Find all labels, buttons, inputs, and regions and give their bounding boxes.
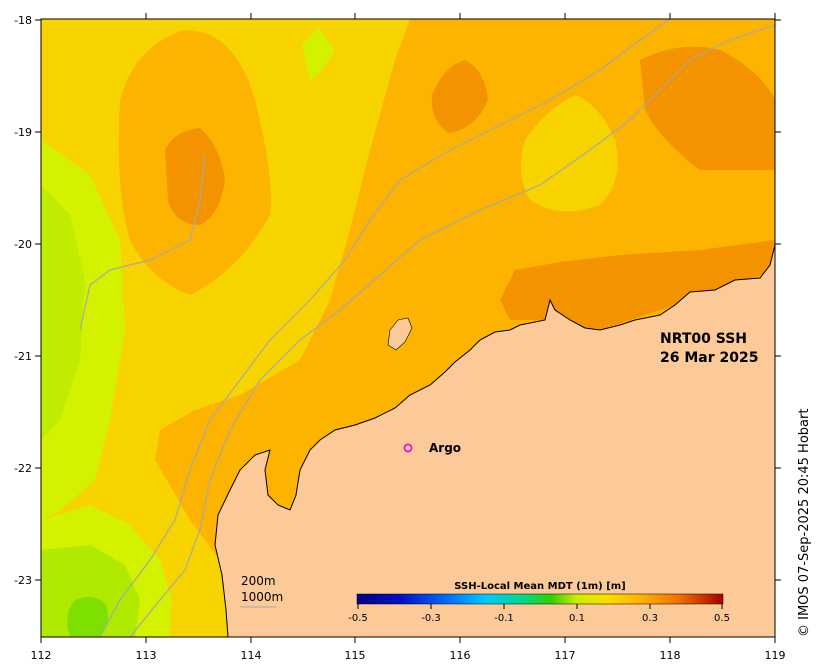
x-tick-label: 114 [241, 649, 262, 662]
date-label: 26 Mar 2025 [660, 350, 758, 366]
plot-border [40, 18, 776, 638]
ssh-low-north-patch [302, 28, 335, 80]
colorbar-tick-label: 0.3 [642, 613, 658, 624]
y-tick-label: -18 [14, 14, 32, 27]
argo-marker [403, 443, 413, 453]
colorbar-tick-label: 0.5 [714, 613, 730, 624]
x-tick-marks [40, 13, 776, 643]
y-tick-label: -22 [14, 462, 32, 475]
ssh-lower-west [41, 185, 85, 440]
x-tick-label: 112 [31, 649, 52, 662]
product-label: NRT00 SSH [660, 331, 747, 347]
argo-label: Argo [429, 441, 461, 455]
colorbar-tick-label: -0.3 [421, 613, 441, 624]
y-tick-marks [35, 19, 781, 581]
land-mass [215, 245, 775, 637]
axis-frame [35, 13, 781, 643]
colorbar-tick-label: -0.5 [348, 613, 368, 624]
x-tick-label: 116 [450, 649, 471, 662]
ssh-peak-shelf [500, 240, 775, 330]
y-tick-label: -19 [14, 126, 32, 139]
ssh-peak-northeast-patch [431, 60, 488, 133]
ssh-mid-east-patch [521, 95, 618, 212]
colorbar: SSH-Local Mean MDT (1m) [m] -0.5 -0.3 -0… [348, 581, 730, 624]
ssh-lowest-southwest [66, 596, 108, 636]
x-tick-label: 115 [345, 649, 366, 662]
colorbar-tick-marks [357, 604, 723, 609]
colorbar-tick-label: -0.1 [494, 613, 514, 624]
ssh-lower-southwest [41, 545, 140, 637]
y-tick-label: -20 [14, 238, 32, 251]
y-tick-labels: -18 -19 -20 -21 -22 -23 [14, 14, 32, 587]
x-tick-label: 118 [660, 649, 681, 662]
x-tick-labels: 112 113 114 115 116 117 118 119 [31, 649, 786, 662]
isobath-200m [129, 24, 775, 637]
contour-200m-label: 200m [241, 574, 276, 588]
y-tick-label: -23 [14, 574, 32, 587]
coastline [214, 244, 775, 637]
contour-1000m-label: 1000m [241, 590, 283, 604]
y-tick-label: -21 [14, 350, 32, 363]
colorbar-gradient [356, 593, 724, 605]
x-tick-label: 117 [555, 649, 576, 662]
x-tick-label: 113 [136, 649, 157, 662]
bathymetry-lines [79, 19, 775, 637]
colorbar-title: SSH-Local Mean MDT (1m) [m] [454, 581, 626, 592]
barrow-island [387, 317, 413, 351]
isobath-1000m [99, 19, 671, 637]
ssh-peak-east [640, 46, 775, 170]
isobath-ningaloo [79, 154, 206, 331]
x-tick-label: 119 [765, 649, 786, 662]
ssh-peak-west-eddy [165, 128, 225, 225]
credit-label: © IMOS 07-Sep-2025 20:45 Hobart [797, 409, 812, 637]
colorbar-tick-label: 0.1 [569, 613, 585, 624]
